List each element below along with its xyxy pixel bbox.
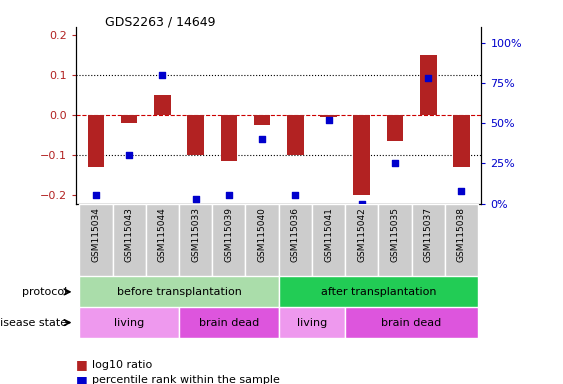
Bar bbox=[354, 115, 370, 195]
Point bbox=[391, 160, 400, 166]
Bar bbox=[345, 307, 478, 338]
Text: GSM115043: GSM115043 bbox=[124, 207, 133, 262]
Point bbox=[324, 117, 333, 123]
Text: protocol: protocol bbox=[21, 287, 70, 297]
Point bbox=[224, 192, 233, 199]
Bar bbox=[387, 115, 403, 141]
Bar bbox=[221, 115, 237, 161]
Bar bbox=[179, 204, 212, 276]
Point bbox=[124, 152, 133, 159]
Text: GSM115035: GSM115035 bbox=[391, 207, 400, 262]
Point bbox=[91, 192, 100, 199]
Point bbox=[291, 192, 300, 199]
Point bbox=[191, 195, 200, 202]
Bar bbox=[179, 307, 279, 338]
Text: GSM115039: GSM115039 bbox=[224, 207, 233, 262]
Bar bbox=[453, 115, 470, 167]
Bar bbox=[287, 115, 303, 156]
Bar bbox=[420, 55, 436, 115]
Text: log10 ratio: log10 ratio bbox=[92, 360, 152, 370]
Text: brain dead: brain dead bbox=[382, 318, 442, 328]
Bar bbox=[279, 204, 312, 276]
Text: GSM115040: GSM115040 bbox=[257, 207, 266, 262]
Bar bbox=[79, 276, 279, 307]
Text: GSM115042: GSM115042 bbox=[358, 207, 367, 262]
Point bbox=[457, 188, 466, 194]
Text: GSM115033: GSM115033 bbox=[191, 207, 200, 262]
Text: before transplantation: before transplantation bbox=[117, 287, 242, 297]
Bar bbox=[279, 307, 345, 338]
Text: ■: ■ bbox=[76, 374, 88, 384]
Bar bbox=[121, 115, 137, 123]
Bar bbox=[212, 204, 245, 276]
Text: percentile rank within the sample: percentile rank within the sample bbox=[92, 375, 280, 384]
Bar bbox=[154, 95, 171, 115]
Point bbox=[424, 75, 433, 81]
Bar bbox=[279, 276, 478, 307]
Text: living: living bbox=[114, 318, 144, 328]
Bar bbox=[88, 115, 104, 167]
Bar bbox=[345, 204, 378, 276]
Bar bbox=[445, 204, 478, 276]
Text: GSM115044: GSM115044 bbox=[158, 207, 167, 262]
Bar bbox=[113, 204, 146, 276]
Text: GDS2263 / 14649: GDS2263 / 14649 bbox=[105, 15, 216, 28]
Text: GSM115036: GSM115036 bbox=[291, 207, 300, 262]
Bar bbox=[254, 115, 270, 125]
Bar bbox=[378, 204, 412, 276]
Point bbox=[158, 72, 167, 78]
Text: GSM115038: GSM115038 bbox=[457, 207, 466, 262]
Text: living: living bbox=[297, 318, 327, 328]
Text: ■: ■ bbox=[76, 358, 88, 371]
Bar bbox=[245, 204, 279, 276]
Bar bbox=[79, 307, 179, 338]
Bar bbox=[412, 204, 445, 276]
Text: disease state: disease state bbox=[0, 318, 70, 328]
Point bbox=[257, 136, 266, 142]
Bar bbox=[320, 115, 337, 117]
Text: after transplantation: after transplantation bbox=[320, 287, 436, 297]
Text: GSM115041: GSM115041 bbox=[324, 207, 333, 262]
Text: GSM115034: GSM115034 bbox=[91, 207, 100, 262]
Point bbox=[358, 200, 367, 207]
Text: GSM115037: GSM115037 bbox=[424, 207, 433, 262]
Bar bbox=[187, 115, 204, 156]
Bar bbox=[79, 204, 113, 276]
Text: brain dead: brain dead bbox=[199, 318, 259, 328]
Bar bbox=[312, 204, 345, 276]
Bar bbox=[146, 204, 179, 276]
